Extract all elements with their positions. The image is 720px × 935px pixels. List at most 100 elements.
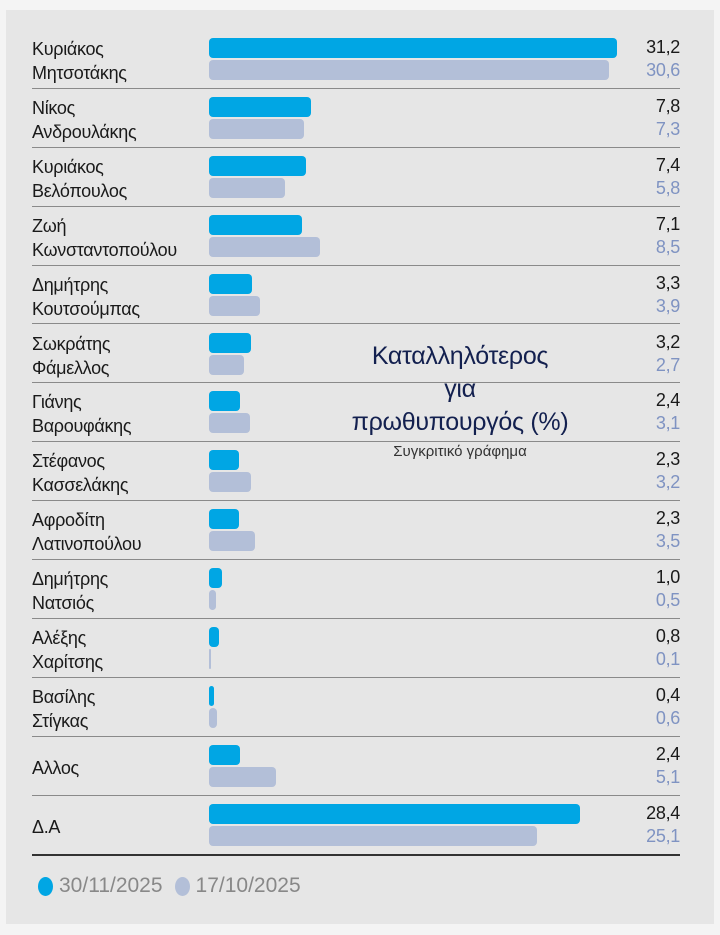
category-label: Στέφανος Κασσελάκης (32, 449, 129, 497)
category-row: Σωκράτης Φάμελλος 3,2 2,7 (32, 325, 680, 384)
category-row: Αλέξης Χαρίτσης 0,8 0,1 (32, 619, 680, 678)
category-label-line: Στέφανος (32, 451, 105, 472)
category-row: Δ.Α 28,4 25,1 (32, 796, 680, 856)
data-label: 5,8 (655, 177, 680, 198)
category-label: Αλλος (32, 756, 79, 780)
data-label: 2,4 (655, 390, 680, 411)
category-label-line: Γιάνης (32, 392, 82, 413)
data-label: 0,6 (655, 707, 680, 728)
bar-30-11-2025 (209, 568, 223, 589)
category-label: Σωκράτης Φάμελλος (32, 332, 111, 380)
category-label: Δημήτρης Νατσιός (32, 567, 108, 615)
category-row: Κυριάκος Μητσοτάκης 31,2 30,6 (32, 30, 680, 89)
category-row: Αφροδίτη Λατινοπούλου 2,3 3,5 (32, 501, 680, 561)
bar-17-10-2025 (209, 118, 305, 139)
category-label-line: Στίγκας (32, 710, 89, 731)
bar-30-11-2025 (209, 332, 251, 353)
category-label-line: Ανδρουλάκης (32, 121, 137, 142)
category-label: Κυριάκος Μητσοτάκης (32, 37, 127, 85)
category-row: Δημήτρης Νατσιός 1,0 0,5 (32, 560, 680, 619)
bar-17-10-2025 (209, 472, 251, 493)
legend-label: 17/10/2025 (195, 874, 301, 897)
category-label-line: Αφροδίτη (32, 510, 105, 531)
bar-30-11-2025 (209, 450, 240, 471)
bar-30-11-2025 (209, 273, 253, 294)
title-line: πρωθυπουργός (%) (351, 408, 569, 436)
bar-17-10-2025 (209, 60, 610, 80)
data-label: 2,4 (655, 743, 680, 764)
bar-30-11-2025 (209, 803, 581, 824)
data-label: 3,2 (655, 331, 680, 352)
category-label: Κυριάκος Βελόπουλος (32, 155, 127, 203)
category-label-line: Κουτσούμπας (32, 298, 140, 319)
bar-17-10-2025 (209, 649, 211, 669)
data-label: 0,4 (655, 684, 680, 705)
category-row: Αλλος 2,4 5,1 (32, 737, 680, 796)
title-line: Καταλληλότερος (371, 342, 549, 370)
category-label-line: Μητσοτάκης (32, 63, 127, 83)
bar-17-10-2025 (209, 413, 250, 434)
data-label: 1,0 (655, 567, 680, 588)
data-label: 7,3 (655, 118, 680, 139)
category-label-line: Αλλος (32, 757, 79, 778)
category-label: Ζωή Κωνσταντοπούλου (32, 214, 177, 262)
data-label: 3,9 (655, 295, 680, 316)
data-label: 8,5 (655, 236, 680, 257)
data-label: 0,5 (655, 590, 680, 611)
bar-17-10-2025 (209, 531, 255, 552)
legend-dot-icon (38, 876, 53, 896)
category-label: Νίκος Ανδρουλάκης (32, 96, 137, 144)
data-label: 28,4 (646, 802, 680, 823)
category-label-line: Κυριάκος (32, 156, 104, 177)
category-row: Στέφανος Κασσελάκης 2,3 3,2 (32, 442, 680, 502)
category-row: Ζωή Κωνσταντοπούλου 7,1 8,5 (32, 207, 680, 266)
category-label-line: Κωνσταντοπούλου (32, 239, 177, 260)
bar-30-11-2025 (209, 509, 240, 530)
bar-17-10-2025 (209, 236, 321, 257)
category-label-line: Βασίλης (32, 686, 96, 707)
category-row: Δημήτρης Κουτσούμπας 3,3 3,9 (32, 266, 680, 325)
data-label: 2,7 (655, 354, 680, 375)
title-line: για (444, 375, 476, 403)
chart-panel (6, 10, 714, 924)
category-label-line: Βελόπουλος (32, 180, 127, 201)
category-label-line: Σωκράτης (32, 333, 111, 354)
category-row: Κυριάκος Βελόπουλος 7,4 5,8 (32, 148, 680, 207)
category-label: Δ.Α (32, 815, 60, 839)
category-label-line: Βαρουφάκης (32, 416, 132, 437)
data-label: 3,5 (655, 531, 680, 552)
data-label: 7,1 (655, 213, 680, 234)
chart-subtitle: Συγκριτικό γράφημα (393, 443, 527, 460)
category-label-line: Δ.Α (32, 816, 61, 837)
category-label: Αφροδίτη Λατινοπούλου (32, 508, 142, 556)
data-label: 0,1 (655, 649, 680, 669)
bar-30-11-2025 (209, 38, 618, 58)
category-label: Γιάνης Βαρουφάκης (32, 390, 132, 438)
bar-17-10-2025 (209, 590, 216, 611)
bar-30-11-2025 (209, 744, 241, 765)
category-label-line: Λατινοπούλου (32, 534, 142, 555)
data-label: 2,3 (655, 508, 680, 529)
category-label-line: Κασσελάκης (32, 475, 129, 496)
data-label: 2,3 (655, 449, 680, 470)
category-label-line: Χαρίτσης (32, 652, 103, 672)
category-label-line: Νατσιός (32, 593, 94, 614)
category-label-line: Ζωή (32, 215, 67, 236)
category-row: Γιάνης Βαρουφάκης 2,4 3,1 (32, 383, 680, 443)
data-label: 31,2 (646, 37, 680, 57)
data-label: 3,1 (655, 413, 680, 434)
category-label: Βασίλης Στίγκας (32, 685, 95, 733)
bar-17-10-2025 (209, 825, 538, 846)
category-label-line: Δημήτρης (32, 274, 109, 295)
category-label: Δημήτρης Κουτσούμπας (32, 273, 140, 321)
data-label: 3,3 (655, 272, 680, 293)
legend-label: 30/11/2025 (59, 874, 163, 897)
chart-title: Καταλληλότερος για πρωθυπουργός (%) (330, 340, 590, 439)
legend-dot-icon (174, 876, 190, 896)
data-label: 7,8 (655, 95, 680, 116)
category-label-line: Κυριάκος (32, 39, 104, 59)
bar-17-10-2025 (209, 707, 217, 728)
bar-30-11-2025 (209, 391, 241, 412)
bar-30-11-2025 (209, 627, 220, 647)
data-label: 0,8 (655, 626, 680, 646)
